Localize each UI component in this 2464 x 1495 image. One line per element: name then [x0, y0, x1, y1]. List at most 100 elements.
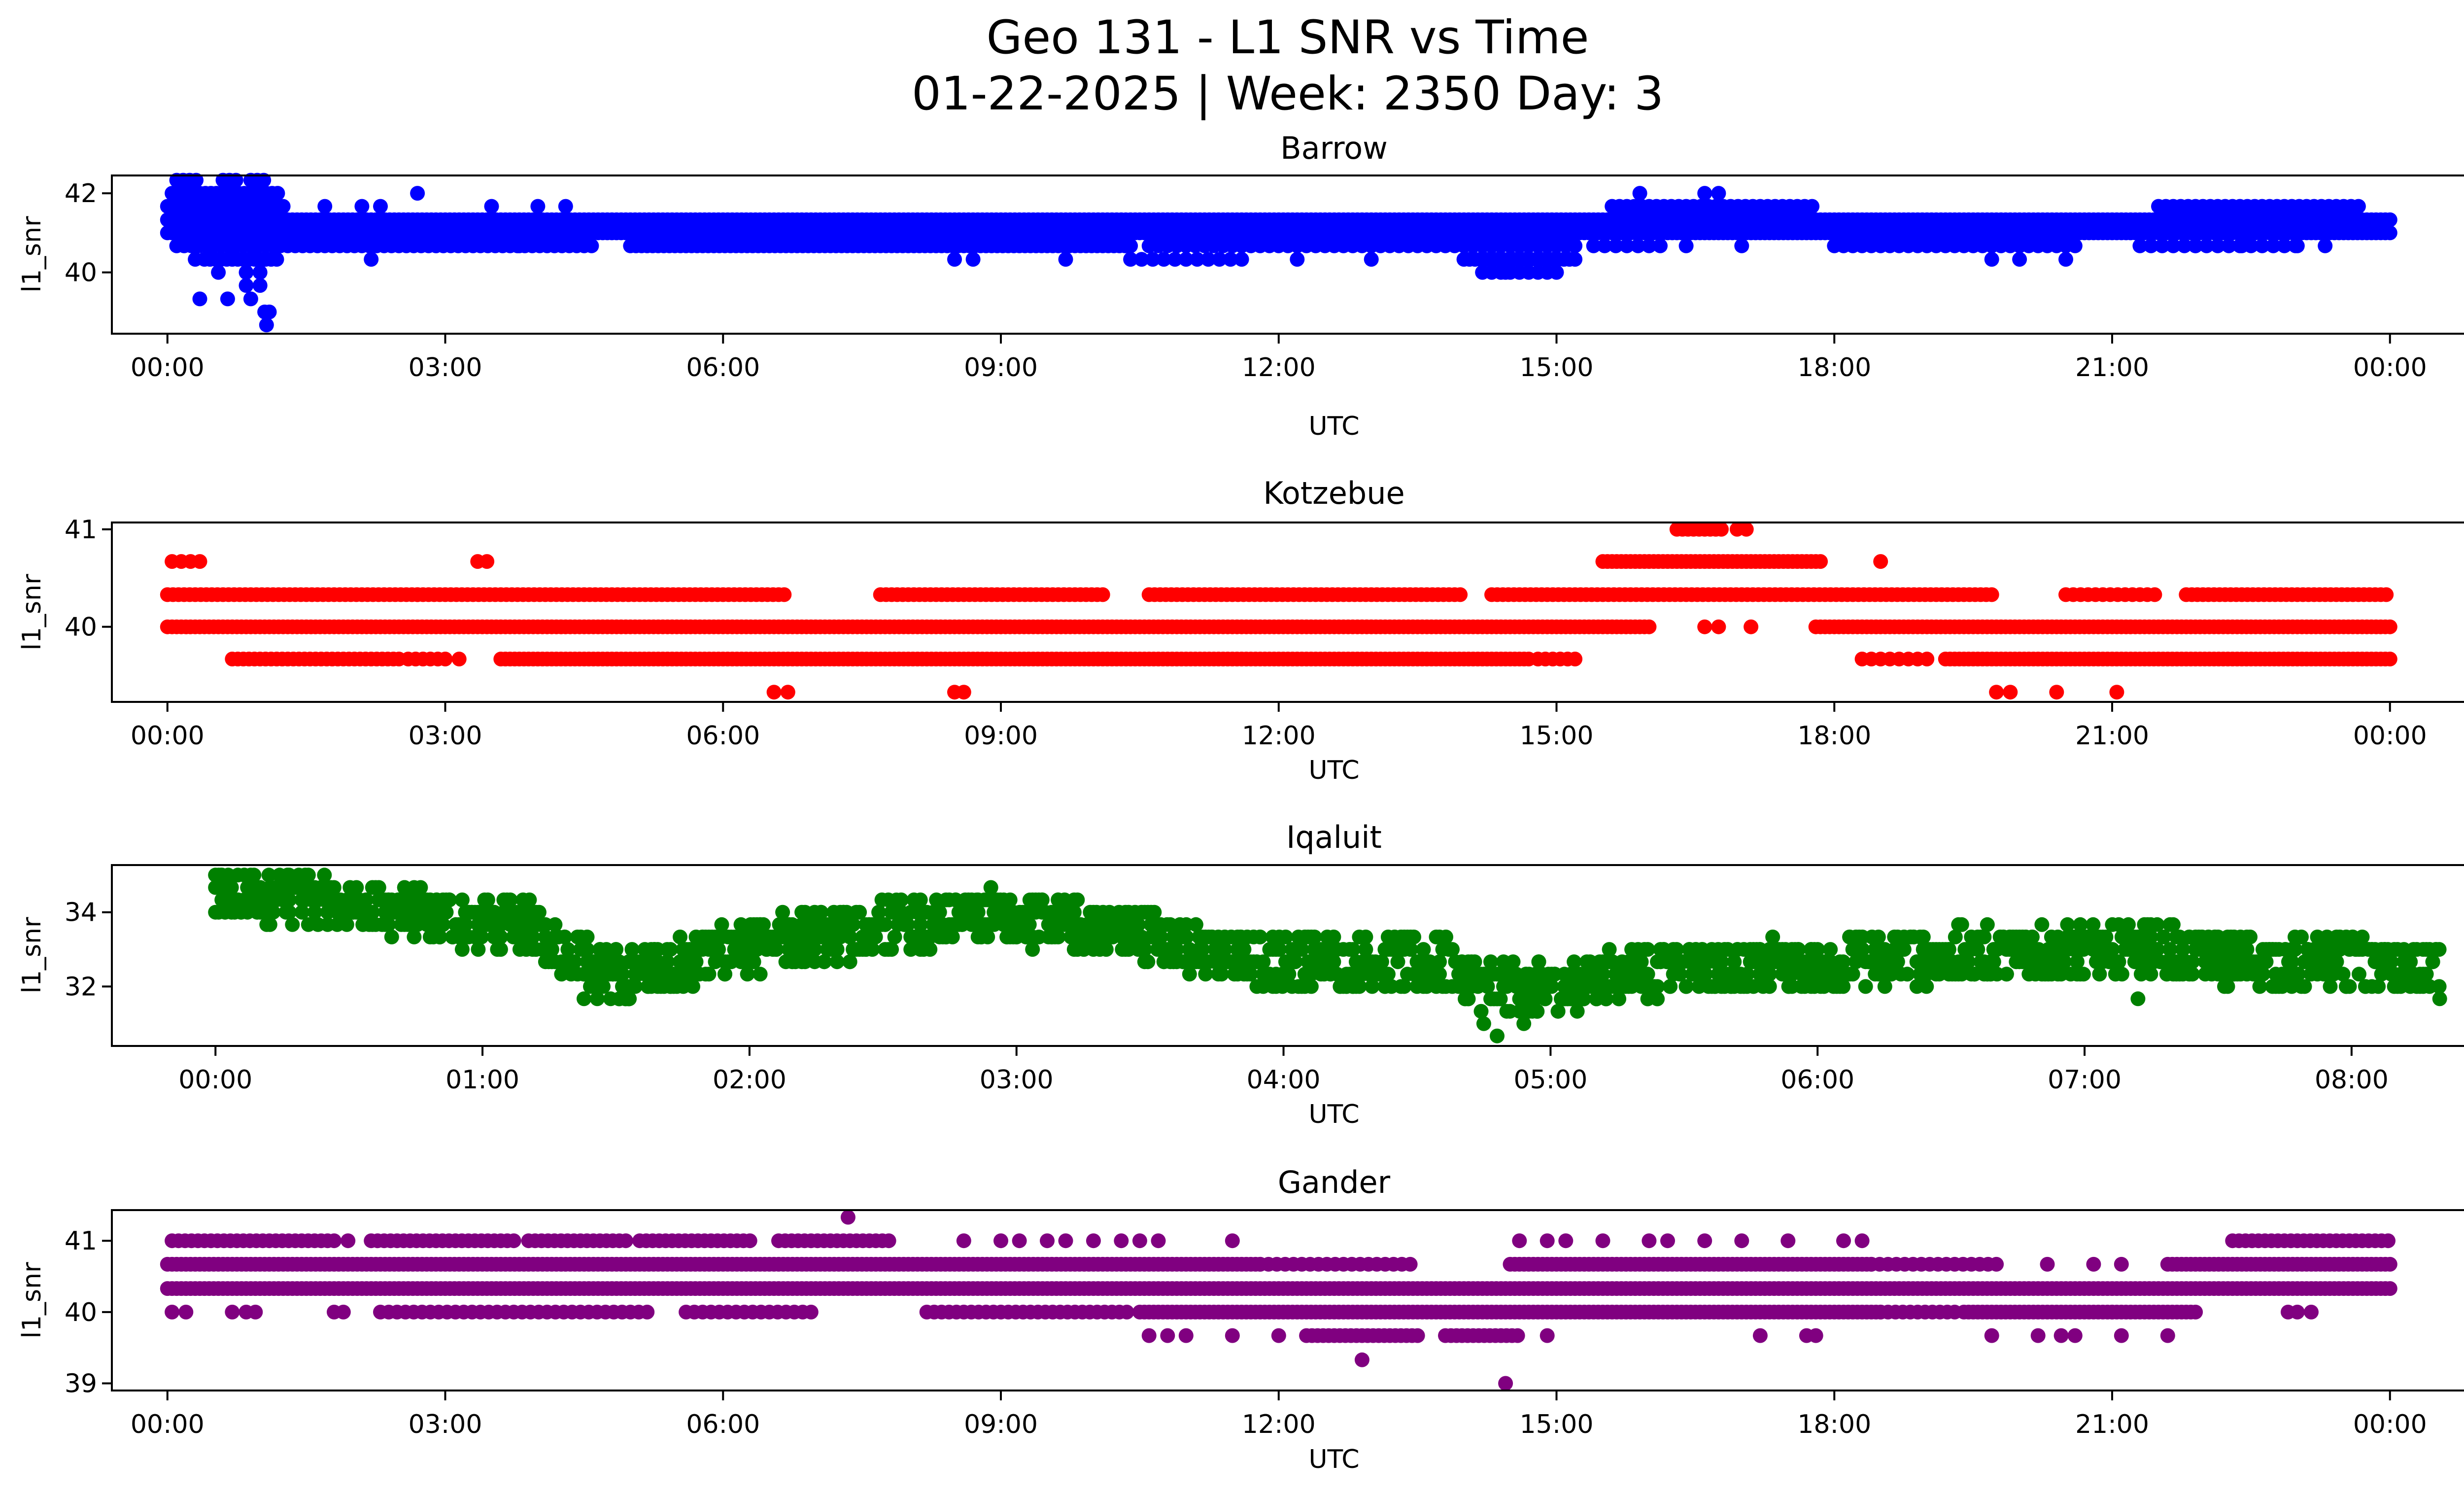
- figure-title-line1: Geo 131 - L1 SNR vs Time: [987, 11, 1589, 65]
- panel-title: Kotzebue: [1263, 475, 1404, 511]
- data-point: [1167, 252, 1183, 267]
- data-point: [1406, 929, 1421, 944]
- data-point: [1900, 967, 1915, 982]
- data-point: [1461, 991, 1476, 1007]
- data-point: [442, 892, 457, 907]
- data-point: [2034, 917, 2050, 932]
- data-point: [780, 685, 795, 700]
- data-point: [1999, 967, 2014, 982]
- data-point: [349, 880, 364, 895]
- data-point: [2210, 238, 2225, 253]
- y-tick-label: 40: [65, 613, 97, 642]
- data-point: [451, 652, 467, 666]
- data-point: [373, 199, 388, 214]
- data-point: [1397, 979, 1412, 994]
- data-point: [2382, 619, 2397, 634]
- x-axis-ticks: 00:00 03:00 06:00 09:00 12:00 15:00 18:00 21:00…: [131, 334, 2427, 382]
- data-point: [1980, 917, 1995, 932]
- data-point: [407, 929, 422, 944]
- scatter-points: [160, 522, 2397, 700]
- data-point: [2431, 942, 2447, 957]
- data-point: [956, 685, 971, 700]
- data-point: [192, 554, 207, 569]
- panel-title: Barrow: [1280, 130, 1388, 166]
- data-point: [1234, 252, 1249, 267]
- data-point: [1364, 252, 1379, 267]
- data-point: [887, 929, 902, 944]
- data-point: [1490, 1028, 1505, 1043]
- data-point: [2243, 929, 2258, 944]
- data-point: [261, 868, 276, 883]
- x-tick-label: 00:00: [2353, 353, 2427, 382]
- scatter-points: [160, 173, 2397, 333]
- x-tick-label: 15:00: [1520, 721, 1594, 751]
- data-point: [558, 199, 573, 214]
- data-point: [1711, 186, 1726, 201]
- data-point: [2221, 238, 2236, 253]
- x-tick-label: 01:00: [445, 1065, 519, 1095]
- x-tick-label: 05:00: [1513, 1065, 1587, 1095]
- x-axis-ticks: 00:00 01:00 02:00 03:00 04:00 05:00 06:00 07:00…: [178, 1046, 2389, 1095]
- data-point: [285, 917, 300, 932]
- x-tick-label: 00:00: [178, 1065, 252, 1095]
- panel-barrow: Barrow 00:00 03:00 06:00 09:00 12:00 15:00 18:…: [17, 130, 2464, 441]
- data-point: [1380, 967, 1396, 982]
- data-point: [1619, 238, 1635, 253]
- data-point: [2155, 238, 2170, 253]
- x-tick-label: 21:00: [2075, 353, 2149, 382]
- data-point: [1476, 1016, 1491, 1031]
- data-point: [1123, 238, 1138, 253]
- x-axis-ticks: 00:00 03:00 06:00 09:00 12:00 15:00 18:00 21:00…: [131, 702, 2427, 751]
- x-tick-label: 08:00: [2315, 1065, 2389, 1095]
- data-point: [1762, 979, 1777, 994]
- data-point: [2147, 587, 2162, 602]
- data-point: [1022, 892, 1037, 907]
- data-point: [1568, 652, 1583, 666]
- data-point: [262, 917, 277, 932]
- data-point: [2234, 238, 2250, 253]
- data-point: [2277, 238, 2292, 253]
- data-point: [228, 173, 243, 188]
- data-point: [243, 291, 258, 307]
- data-point: [252, 278, 268, 293]
- data-point: [239, 278, 254, 293]
- panel-title: Iqaluit: [1286, 819, 1382, 855]
- data-point: [1663, 979, 1678, 994]
- data-point: [1653, 238, 1668, 253]
- data-point: [548, 917, 563, 932]
- data-point: [269, 252, 284, 267]
- data-point: [1739, 522, 1754, 537]
- data-point: [2012, 252, 2027, 267]
- data-point: [1568, 252, 1583, 267]
- data-point: [969, 892, 984, 907]
- data-point: [965, 252, 981, 267]
- data-point: [262, 304, 277, 319]
- data-point: [2252, 979, 2267, 994]
- data-point: [1212, 252, 1227, 267]
- data-point: [1630, 238, 1645, 253]
- data-point: [432, 929, 447, 944]
- data-point: [2342, 979, 2357, 994]
- data-point: [2076, 967, 2091, 982]
- x-tick-label: 18:00: [1797, 721, 1871, 751]
- data-point: [1290, 252, 1305, 267]
- data-point: [1650, 979, 1665, 994]
- data-point: [1473, 1004, 1489, 1019]
- data-point: [1697, 186, 1712, 201]
- y-tick-label: 40: [65, 258, 97, 288]
- data-point: [947, 252, 962, 267]
- data-point: [1608, 238, 1623, 253]
- data-point: [590, 991, 605, 1007]
- data-point: [777, 587, 792, 602]
- data-point: [1986, 954, 2001, 970]
- data-point: [189, 173, 204, 188]
- data-point: [188, 252, 203, 267]
- data-point: [766, 685, 782, 700]
- x-axis-label: UTC: [1308, 756, 1359, 785]
- data-point: [1058, 252, 1073, 267]
- y-tick-label: 42: [65, 179, 97, 209]
- data-point: [1453, 587, 1468, 602]
- data-point: [1711, 619, 1726, 634]
- x-tick-label: 09:00: [964, 353, 1038, 382]
- data-point: [1498, 265, 1513, 280]
